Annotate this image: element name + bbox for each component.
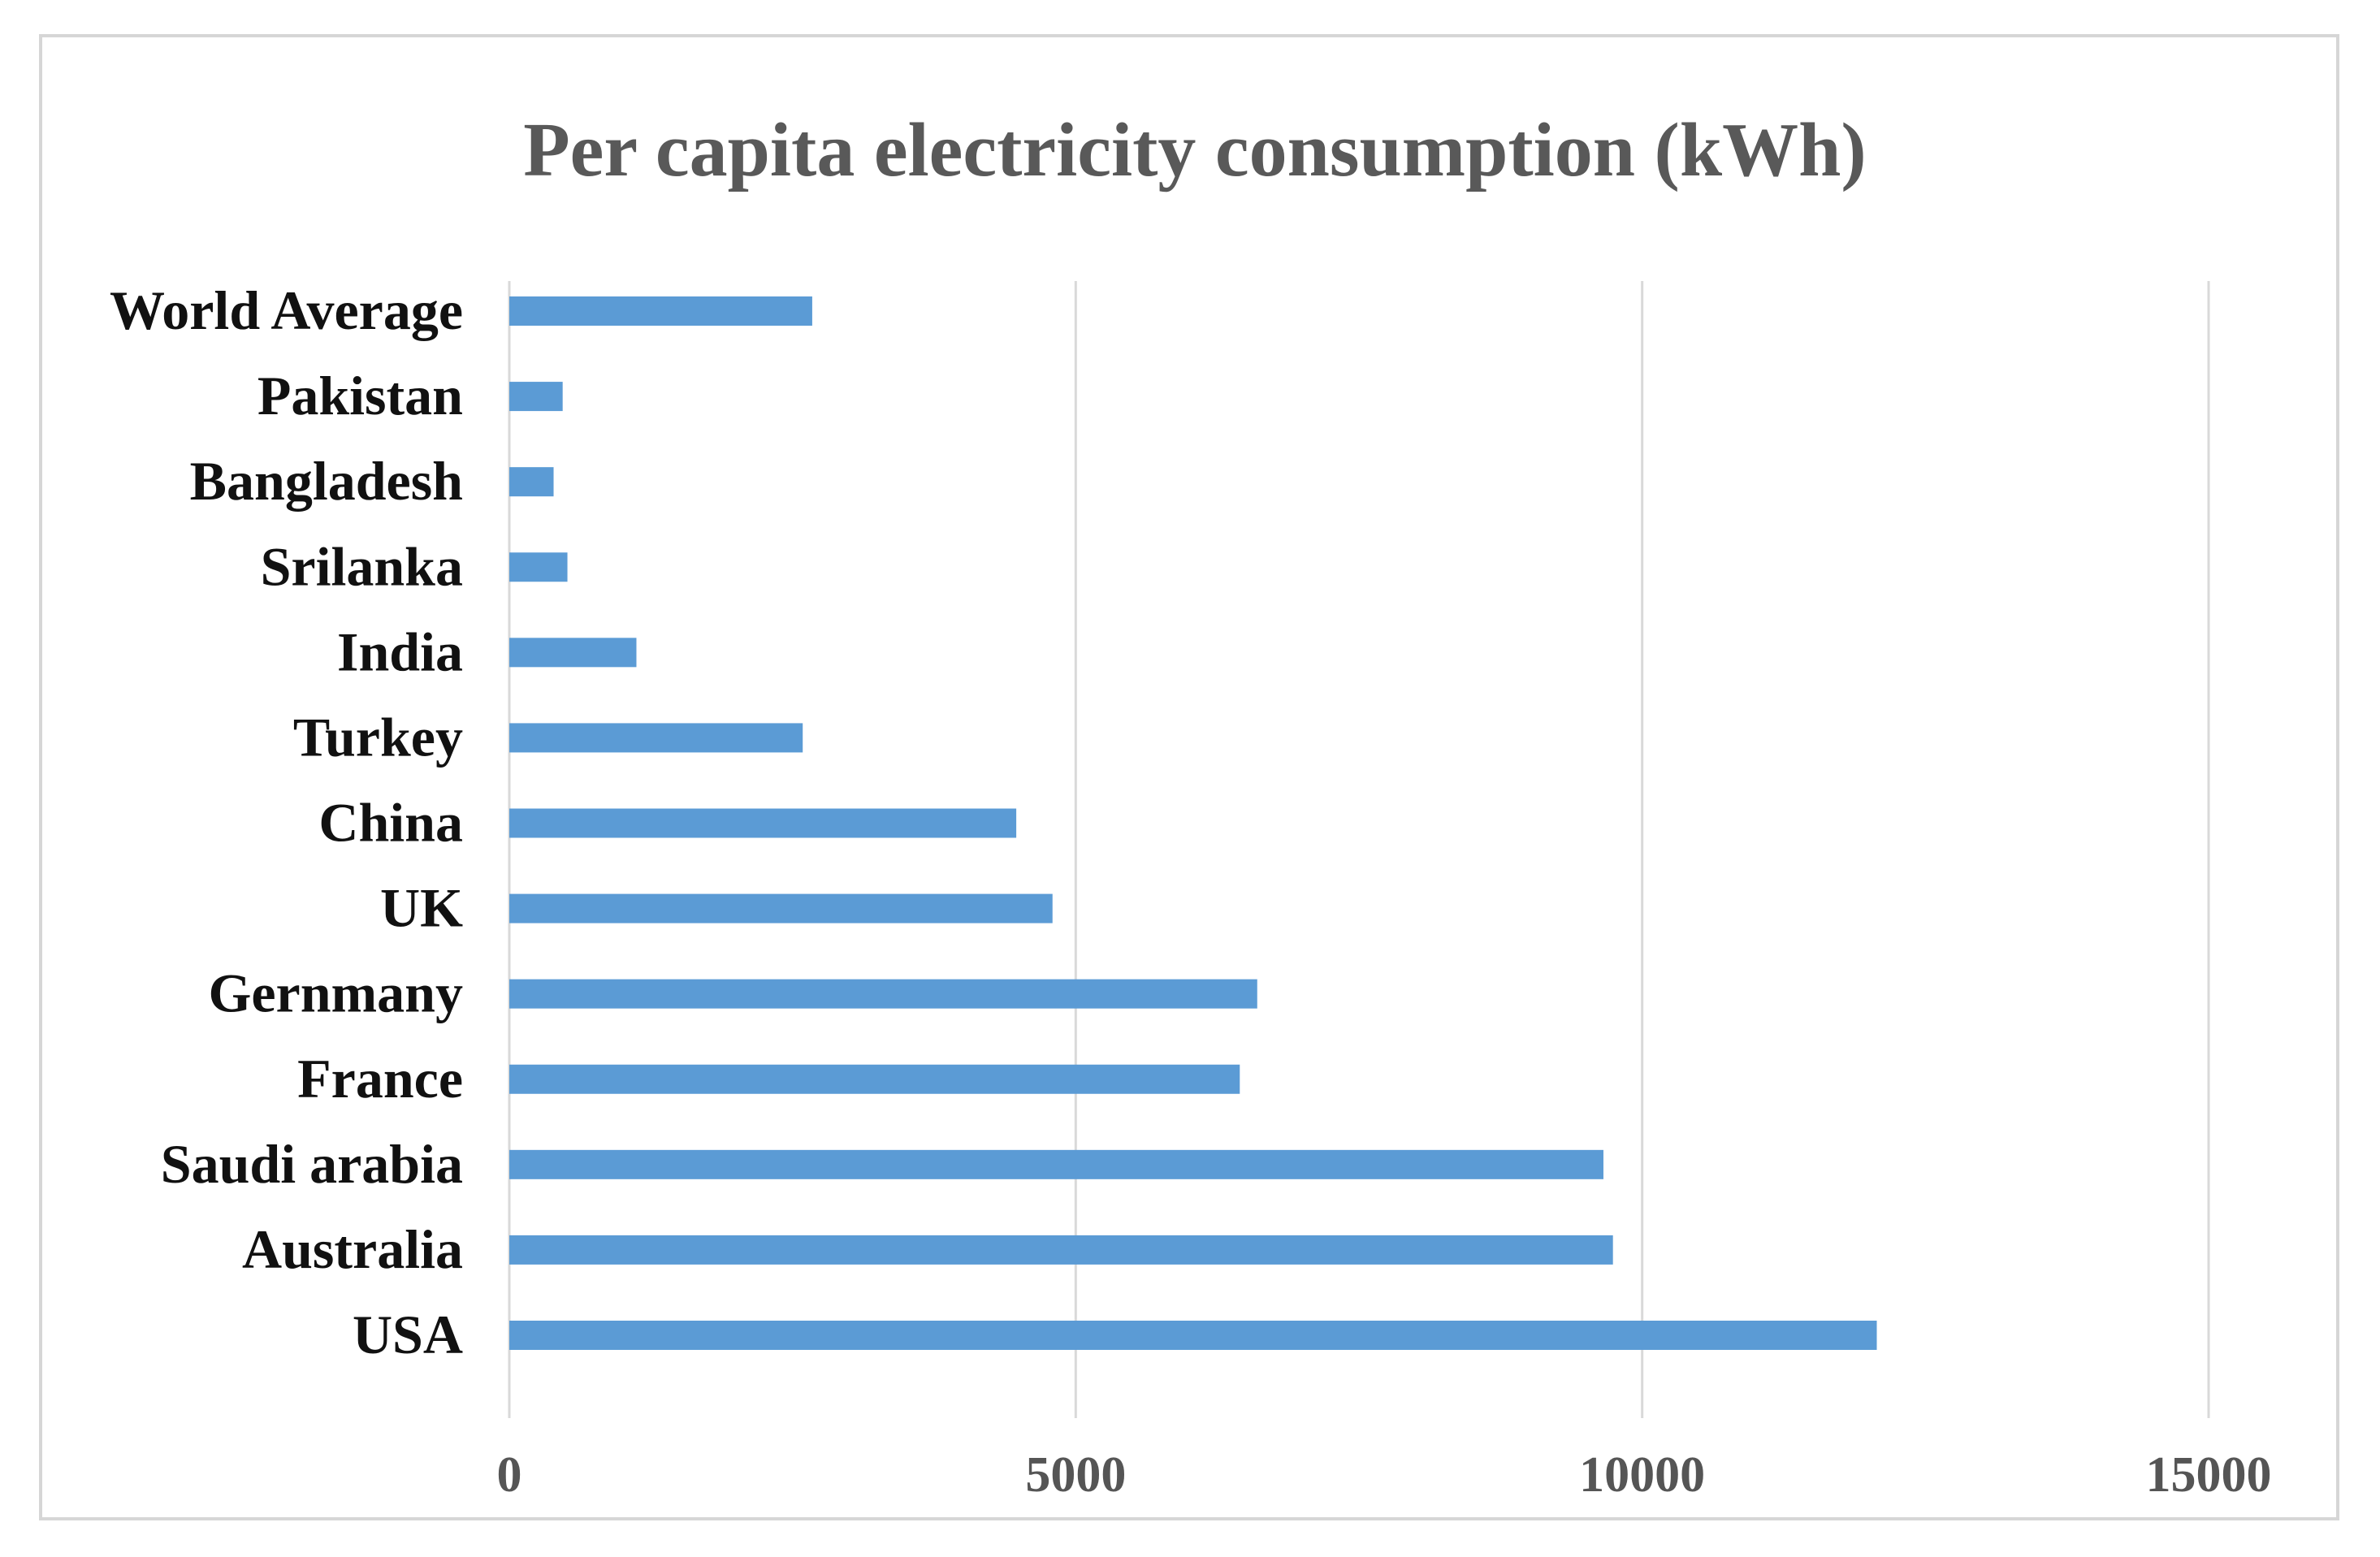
- category-label-bangladesh: Bangladesh: [190, 450, 463, 512]
- chart-frame: Per capita electricity consumption (kWh)…: [39, 34, 2339, 1520]
- category-label-china: China: [318, 792, 463, 854]
- bar-india: [509, 638, 637, 668]
- category-label-uk: UK: [380, 877, 463, 939]
- category-label-france: France: [297, 1048, 463, 1109]
- category-label-india: India: [337, 621, 463, 682]
- bar-saudi-arabia: [509, 1149, 1603, 1179]
- bar-srilanka: [509, 552, 568, 582]
- category-label-usa: USA: [353, 1304, 463, 1365]
- category-label-gernmany: Gernmany: [208, 962, 463, 1024]
- gridlines: [508, 281, 2210, 1418]
- category-label-srilanka: Srilanka: [261, 535, 463, 597]
- bar-chart: Per capita electricity consumption (kWh)…: [110, 108, 2272, 1503]
- x-axis-tick-labels: 0 5000 10000 15000: [497, 1447, 2272, 1503]
- x-tick-label-5000: 5000: [1025, 1447, 1126, 1503]
- category-label-turkey: Turkey: [293, 706, 463, 768]
- category-label-saudi-arabia: Saudi arabia: [161, 1133, 463, 1195]
- x-tick-label-10000: 10000: [1579, 1447, 1705, 1503]
- bar-china: [509, 808, 1017, 838]
- bar-pakistan: [509, 382, 563, 412]
- bar-turkey: [509, 723, 803, 753]
- category-labels: USA Australia Saudi arabia France Gernmany UK…: [110, 279, 463, 1365]
- bar-world-average: [509, 296, 812, 326]
- bar-usa: [509, 1321, 1877, 1350]
- bar-bangladesh: [509, 467, 554, 497]
- bars: [509, 296, 1877, 1350]
- category-label-world-average: World Average: [110, 279, 463, 341]
- bar-france: [509, 1064, 1240, 1094]
- chart-title: Per capita electricity consumption (kWh): [523, 108, 1866, 192]
- bar-gernmany: [509, 979, 1257, 1009]
- bar-uk: [509, 893, 1053, 923]
- category-label-pakistan: Pakistan: [257, 365, 463, 426]
- x-tick-label-0: 0: [497, 1447, 522, 1503]
- bar-australia: [509, 1235, 1613, 1265]
- x-tick-label-15000: 15000: [2146, 1447, 2272, 1503]
- category-label-australia: Australia: [242, 1218, 463, 1280]
